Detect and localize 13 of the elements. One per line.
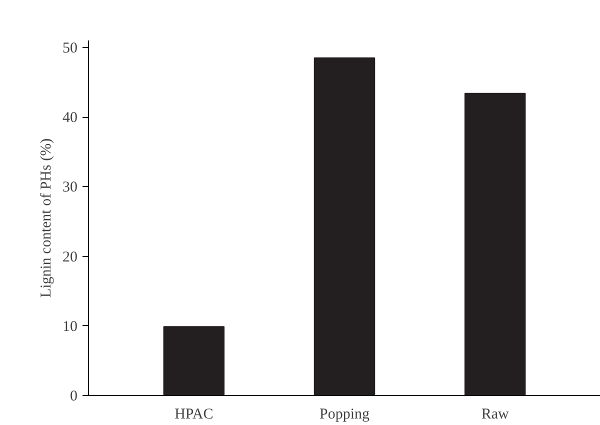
y-tick-label: 50 [62, 40, 78, 56]
y-tick-label: 10 [62, 318, 78, 335]
x-tick-label: Raw [481, 406, 510, 422]
y-tick-label: 40 [62, 110, 78, 126]
y-tick-label: 0 [70, 388, 78, 404]
bar [314, 57, 376, 396]
x-tick-label: Popping [319, 406, 370, 422]
y-axis-title: Lignin content of PHs (%) [38, 138, 54, 298]
y-tick-label: 20 [62, 249, 78, 266]
bar [464, 92, 526, 396]
bar [163, 326, 225, 396]
x-tick-label: HPAC [174, 406, 214, 422]
y-tick-label: 30 [62, 180, 78, 196]
